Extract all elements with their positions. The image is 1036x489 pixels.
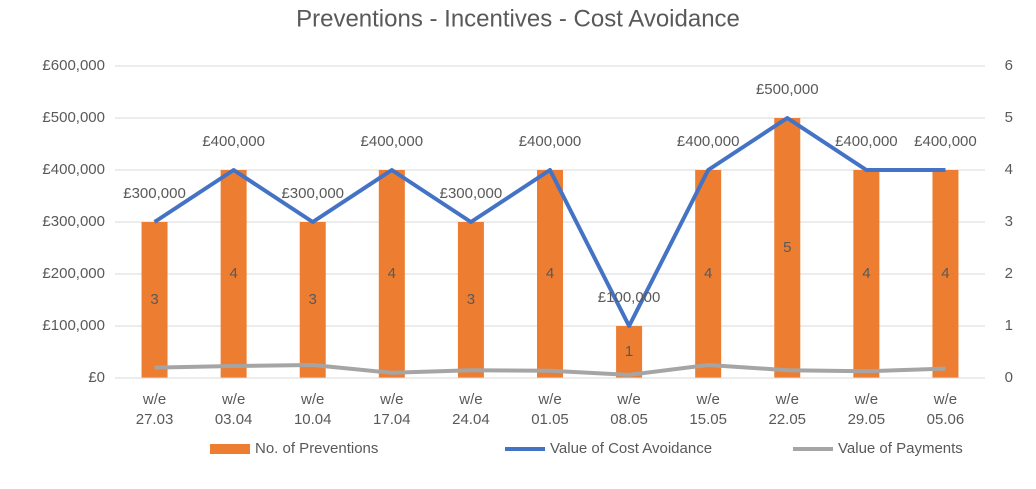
- legend-label: Value of Cost Avoidance: [550, 440, 712, 457]
- legend-label: Value of Payments: [838, 440, 963, 457]
- bar-label: 4: [229, 265, 237, 282]
- x-tick-label: w/e 05.06: [926, 391, 965, 428]
- x-tick-label: w/e 15.05: [689, 391, 727, 428]
- data-label: £400,000: [202, 133, 265, 150]
- x-tick-label: w/e 17.04: [373, 391, 411, 428]
- x-tick-label: w/e 29.05: [847, 391, 886, 428]
- x-tick-label: w/e 22.05: [768, 391, 807, 428]
- y2-tick-label: 6: [1005, 57, 1013, 74]
- bar: [932, 170, 959, 378]
- x-tick-label: w/e 08.05: [610, 391, 648, 428]
- y2-tick-label: 3: [1005, 213, 1013, 230]
- data-label: £400,000: [361, 133, 424, 150]
- data-label: £500,000: [756, 81, 819, 98]
- bar-label: 4: [941, 265, 949, 282]
- bar: [695, 170, 722, 378]
- y2-tick-label: 5: [1005, 109, 1013, 126]
- y2-tick-label: 4: [1005, 161, 1013, 178]
- data-label: £300,000: [123, 185, 186, 202]
- x-tick-label: w/e 24.04: [452, 391, 490, 428]
- legend-swatch: [210, 444, 250, 454]
- y2-tick-label: 2: [1005, 265, 1013, 282]
- legend-label: No. of Preventions: [255, 440, 378, 457]
- bar-label: 4: [546, 265, 554, 282]
- bar: [853, 170, 880, 378]
- bar: [299, 222, 326, 378]
- bar-label: 3: [467, 291, 475, 308]
- bar: [220, 170, 247, 378]
- x-tick-label: w/e 01.05: [531, 391, 569, 428]
- bar-label: 1: [625, 343, 633, 360]
- bar: [537, 170, 563, 378]
- bar-label: 5: [783, 239, 791, 256]
- bar: [378, 170, 405, 378]
- data-label: £400,000: [519, 133, 582, 150]
- y2-tick-label: 1: [1005, 317, 1013, 334]
- chart-title: Preventions - Incentives - Cost Avoidanc…: [296, 5, 740, 32]
- y-tick-label: £300,000: [42, 213, 105, 230]
- y-tick-label: £100,000: [42, 317, 105, 334]
- bar: [141, 222, 168, 378]
- bar: [457, 222, 484, 378]
- data-label: £100,000: [598, 289, 661, 306]
- bar-label: 4: [388, 265, 396, 282]
- x-tick-label: w/e 10.04: [293, 391, 332, 428]
- line: [153, 116, 946, 328]
- bar-label: 4: [862, 265, 870, 282]
- y-tick-label: £400,000: [42, 161, 105, 178]
- bar: [774, 118, 801, 378]
- y2-tick-label: 0: [1005, 369, 1013, 386]
- bar: [616, 326, 643, 378]
- y-tick-label: £600,000: [42, 57, 105, 74]
- data-label: £300,000: [281, 185, 344, 202]
- y-tick-label: £500,000: [42, 109, 105, 126]
- bar-label: 3: [309, 291, 317, 308]
- x-tick-label: w/e 27.03: [135, 391, 174, 428]
- data-label: £400,000: [914, 133, 977, 150]
- data-label: £300,000: [440, 185, 503, 202]
- bar-label: 3: [150, 291, 158, 308]
- data-label: £400,000: [677, 133, 740, 150]
- y-tick-label: £0: [88, 369, 105, 386]
- data-label: £400,000: [835, 133, 898, 150]
- y-tick-label: £200,000: [42, 265, 105, 282]
- line: [154, 363, 946, 377]
- x-tick-label: w/e 03.04: [214, 391, 253, 428]
- bar-label: 4: [704, 265, 712, 282]
